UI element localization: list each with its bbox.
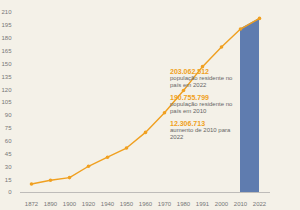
svg-text:1950: 1950 <box>120 201 134 207</box>
svg-text:60: 60 <box>5 138 12 144</box>
html-text:população residente no país em: população residente no país em 2022 <box>170 75 233 88</box>
svg-text:0: 0 <box>8 189 12 195</box>
svg-text:1960: 1960 <box>139 201 153 207</box>
svg-text:105: 105 <box>1 99 12 105</box>
svg-text:1890: 1890 <box>44 201 58 207</box>
svg-text:210: 210 <box>1 9 12 15</box>
svg-text:75: 75 <box>5 125 12 131</box>
html-text:190.755.799: 190.755.799 <box>170 93 209 101</box>
svg-text:30: 30 <box>5 164 12 170</box>
html-text:aumento de 2010 para 2022: aumento de 2010 para 2022 <box>170 127 231 140</box>
svg-text:2000: 2000 <box>215 201 229 207</box>
svg-text:165: 165 <box>1 48 12 54</box>
svg-text:195: 195 <box>1 22 12 28</box>
svg-text:2022: 2022 <box>253 201 267 207</box>
svg-text:120: 120 <box>1 87 12 93</box>
svg-text:1872: 1872 <box>25 201 39 207</box>
html-text:203.062.512: 203.062.512 <box>170 68 209 75</box>
html-text:população residente no país em: população residente no país em 2010 <box>170 101 233 114</box>
svg-text:150: 150 <box>1 61 12 67</box>
svg-text:135: 135 <box>1 74 12 80</box>
svg-text:15: 15 <box>5 177 12 183</box>
svg-text:1920: 1920 <box>82 201 96 207</box>
svg-text:2010: 2010 <box>234 201 248 207</box>
svg-text:1900: 1900 <box>63 201 77 207</box>
svg-text:1991: 1991 <box>196 201 210 207</box>
html-text:12.306.713: 12.306.713 <box>170 119 205 127</box>
svg-text:1970: 1970 <box>158 201 172 207</box>
svg-text:45: 45 <box>5 151 12 157</box>
svg-text:180: 180 <box>1 35 12 41</box>
svg-text:1980: 1980 <box>177 201 191 207</box>
svg-text:90: 90 <box>5 112 12 118</box>
svg-text:1940: 1940 <box>101 201 115 207</box>
